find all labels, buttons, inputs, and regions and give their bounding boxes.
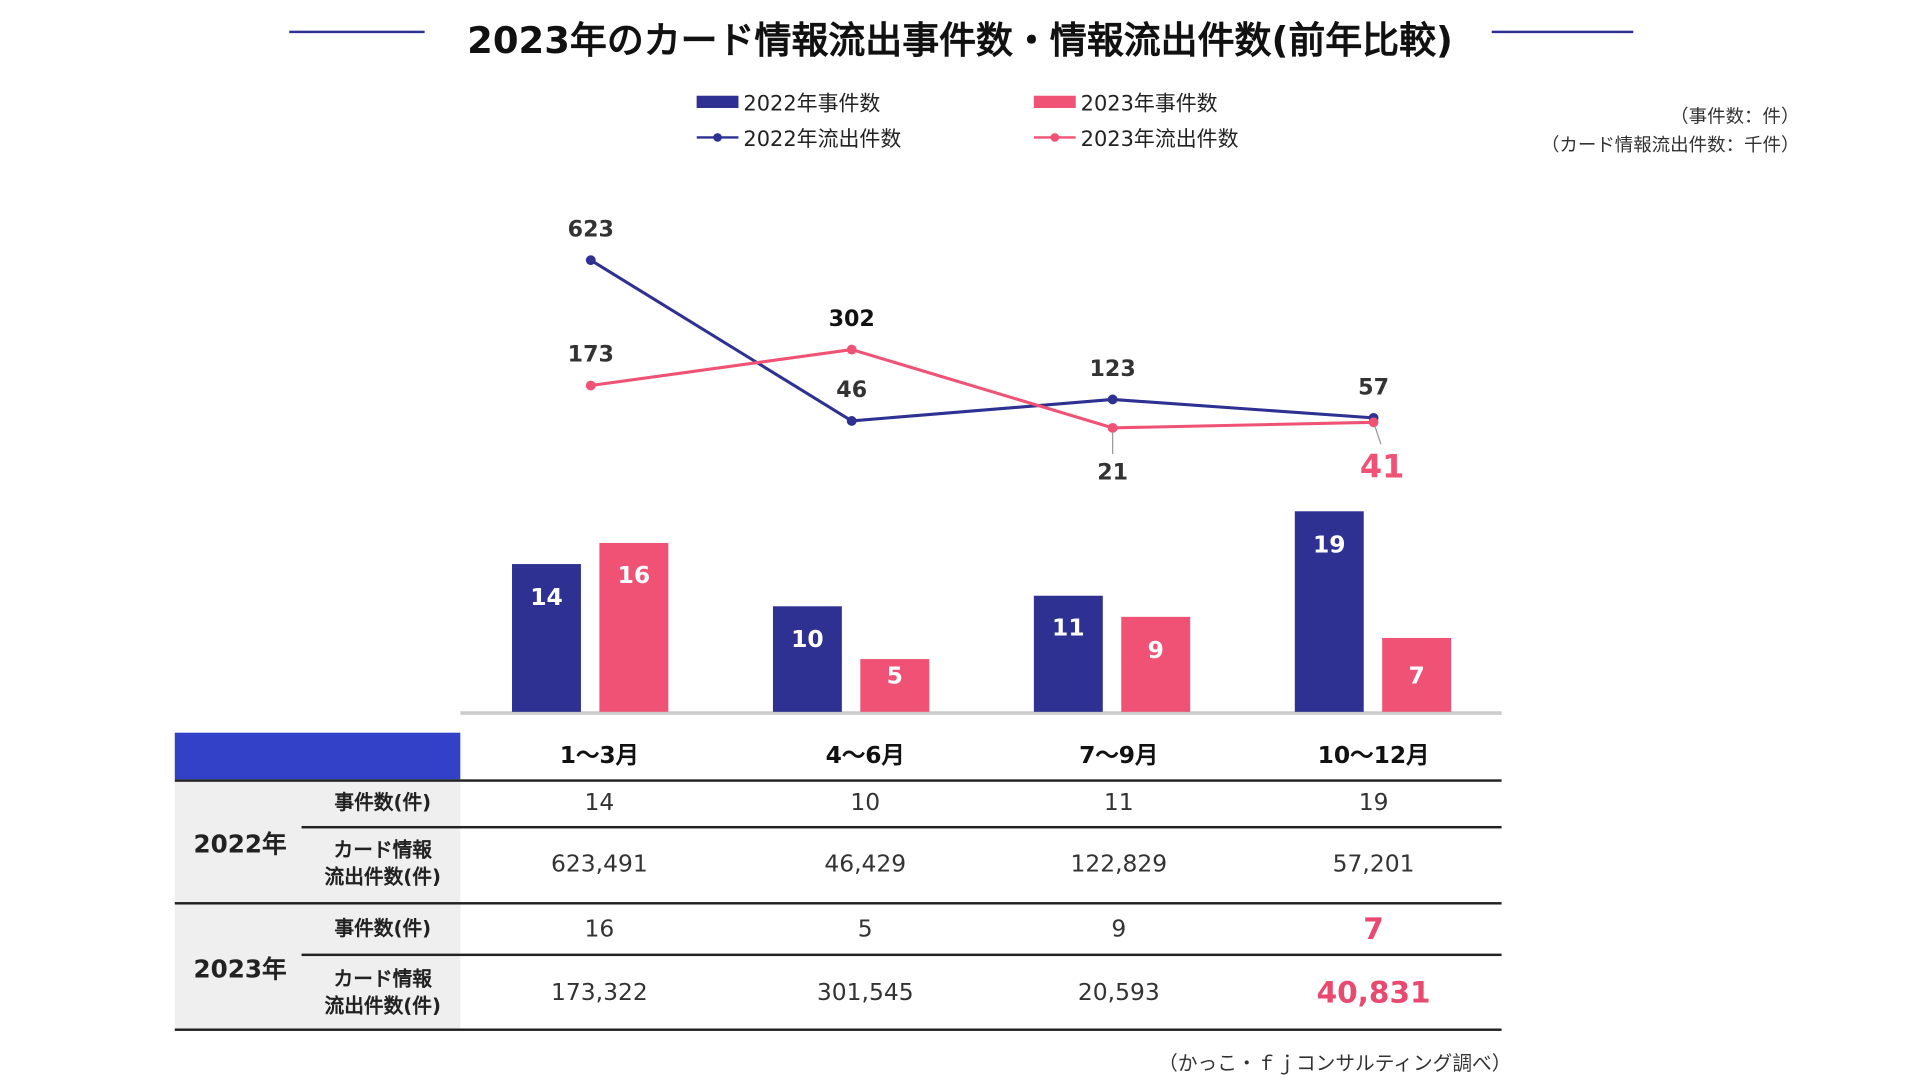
- line-label: 46: [836, 377, 868, 404]
- line-label: 302: [828, 306, 875, 332]
- legend-item: 2023年事件数: [1033, 86, 1218, 117]
- legend-item: 2023年流出件数: [1033, 122, 1239, 153]
- legend-label: 2022年流出件数: [743, 127, 902, 153]
- line-label: 41: [1359, 449, 1405, 487]
- table-cell: 173,322: [551, 979, 648, 1007]
- table-cell: 9: [1111, 915, 1127, 943]
- line-label: 173: [567, 341, 614, 368]
- table-rule: [174, 779, 1502, 782]
- line-label: 623: [567, 216, 614, 243]
- column-header: 1～3月: [559, 741, 640, 769]
- bar: [1033, 595, 1103, 712]
- legend-item: 2022年流出件数: [696, 122, 902, 153]
- line-point: [846, 416, 857, 426]
- bar: [599, 542, 669, 712]
- line-point: [585, 380, 596, 391]
- line-point: [585, 255, 596, 266]
- chart-title: 2023年のカード情報流出事件数・情報流出件数(前年比較): [467, 19, 1453, 63]
- table-rule: [174, 1028, 1502, 1031]
- row-label: カード情報 流出件数(件): [324, 967, 442, 1018]
- row-label: カード情報 流出件数(件): [324, 838, 442, 889]
- legend-swatch: [1033, 95, 1076, 108]
- table-cell: 16: [584, 915, 615, 943]
- leader-line: [1374, 425, 1382, 445]
- bar-label: 14: [530, 583, 563, 611]
- bar-label: 16: [617, 562, 651, 590]
- table-cell: 14: [584, 789, 615, 817]
- table-cell: 40,831: [1316, 975, 1431, 1011]
- column-header: 10～12月: [1317, 741, 1430, 769]
- table-rule: [174, 902, 1502, 905]
- bar-label: 5: [886, 662, 903, 690]
- legend-swatch: [1033, 132, 1076, 142]
- bar-label: 7: [1408, 662, 1425, 690]
- source-note: （かっこ・ｆｊコンサルティング調べ）: [1158, 1051, 1512, 1076]
- bar: [860, 659, 930, 712]
- legend-item: 2022年事件数: [696, 86, 881, 117]
- column-header: 7～9月: [1079, 741, 1159, 769]
- legend-label: 2023年流出件数: [1080, 127, 1239, 153]
- table-cell: 5: [857, 915, 873, 943]
- row-label: 事件数(件): [334, 790, 432, 814]
- table-cell: 301,545: [816, 979, 914, 1007]
- line-point: [1368, 417, 1379, 428]
- table-cell: 46,429: [824, 850, 907, 878]
- bar-label: 9: [1147, 636, 1164, 664]
- legend-swatch: [696, 132, 739, 142]
- bar: [1121, 616, 1191, 712]
- bar: [1294, 511, 1364, 712]
- title-rule-right: [1491, 30, 1634, 34]
- table-cell: 19: [1358, 789, 1389, 817]
- table-header-block: [174, 732, 461, 780]
- line-series: [590, 348, 1374, 430]
- legend-swatch: [696, 95, 739, 108]
- table-cell: 623,491: [551, 850, 648, 878]
- unit-note: （カード情報流出件数：千件）: [1540, 133, 1800, 156]
- line-point: [1107, 422, 1118, 433]
- table-cell: 7: [1363, 911, 1384, 947]
- table-cell: 10: [850, 789, 881, 817]
- table-rule: [301, 953, 1502, 957]
- line-label: 57: [1358, 374, 1389, 401]
- line-point: [846, 344, 857, 355]
- unit-note: （事件数：件）: [1670, 105, 1800, 128]
- line-label: 21: [1097, 459, 1129, 486]
- legend-label: 2023年事件数: [1080, 92, 1218, 117]
- legend-label: 2022年事件数: [743, 92, 881, 117]
- row-year: 2023年: [193, 954, 287, 984]
- bar-label: 10: [791, 625, 824, 653]
- bar: [1382, 637, 1452, 712]
- bar-label: 11: [1052, 615, 1085, 643]
- table-cell: 57,201: [1332, 850, 1415, 878]
- table-cell: 20,593: [1077, 979, 1160, 1007]
- bar-label: 19: [1312, 530, 1346, 558]
- row-label: 事件数(件): [334, 916, 432, 941]
- bar: [512, 564, 581, 712]
- line-point: [1107, 394, 1118, 405]
- table-cell: 122,829: [1070, 850, 1168, 878]
- line-series: [589, 258, 1374, 423]
- table-rule: [301, 825, 1502, 829]
- table-cell: 11: [1103, 789, 1134, 817]
- column-header: 4～6月: [825, 741, 905, 769]
- title-rule-left: [289, 30, 425, 34]
- bar: [772, 606, 842, 712]
- line-label: 123: [1089, 356, 1136, 383]
- row-year: 2022年: [193, 829, 287, 859]
